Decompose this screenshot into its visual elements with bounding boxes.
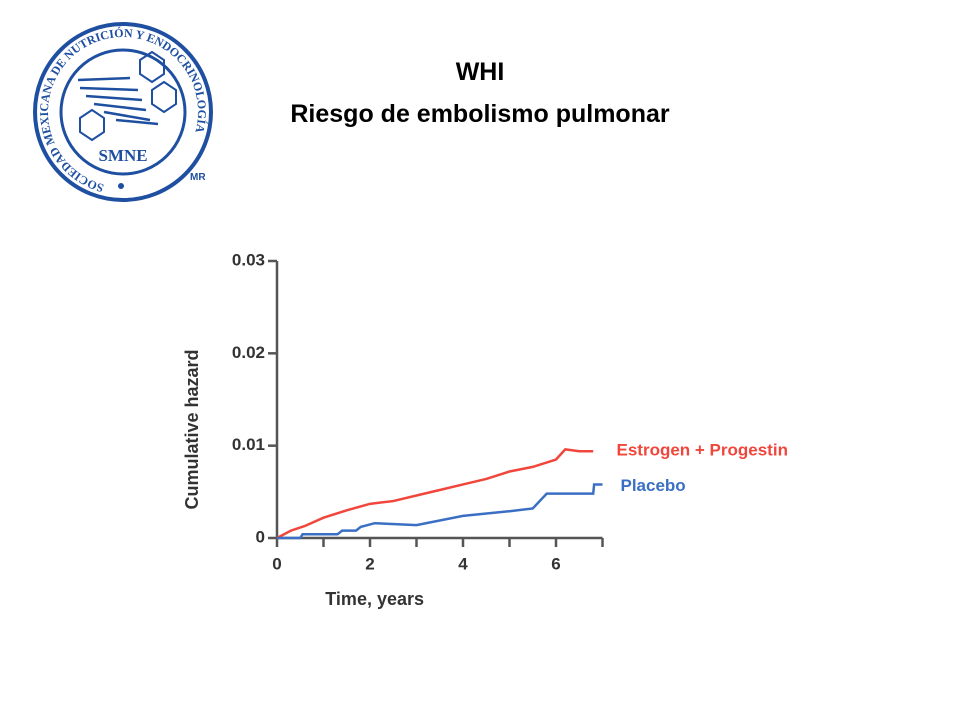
series-line <box>276 448 594 540</box>
logo-hexagons <box>79 50 177 142</box>
y-tick-label: 0.03 <box>232 250 265 269</box>
series-label: Placebo <box>621 476 686 495</box>
x-tick-label: 4 <box>458 554 468 573</box>
y-axis-title: Cumulative hazard <box>182 349 202 509</box>
y-tick-label: 0.01 <box>232 435 265 454</box>
series-line <box>277 483 603 540</box>
x-tick-label: 2 <box>365 554 374 573</box>
slide-title: WHI <box>456 58 505 86</box>
logo-mark: MR <box>190 172 206 183</box>
x-tick-label: 6 <box>551 554 560 573</box>
logo-inner-ring <box>59 48 187 176</box>
y-tick-label: 0.02 <box>232 343 265 362</box>
logo-ring <box>33 22 213 202</box>
series-label: Estrogen + Progestin <box>617 441 788 460</box>
logo-map <box>77 76 159 126</box>
logo-acronym: SMNE <box>98 146 147 165</box>
logo: SOCIEDAD MEXICANA DE NUTRICIÓN Y ENDOCRI… <box>33 22 213 202</box>
logo-dot <box>118 183 124 189</box>
chart: 0 0.01 0.02 0.03 0 2 4 6 Time, years Cumulative h… <box>182 250 788 609</box>
slide-subtitle: Riesgo de embolismo pulmonar <box>290 100 669 128</box>
x-axis-title: Time, years <box>325 589 424 609</box>
y-tick-label: 0 <box>256 527 265 546</box>
x-tick-label: 0 <box>272 554 281 573</box>
